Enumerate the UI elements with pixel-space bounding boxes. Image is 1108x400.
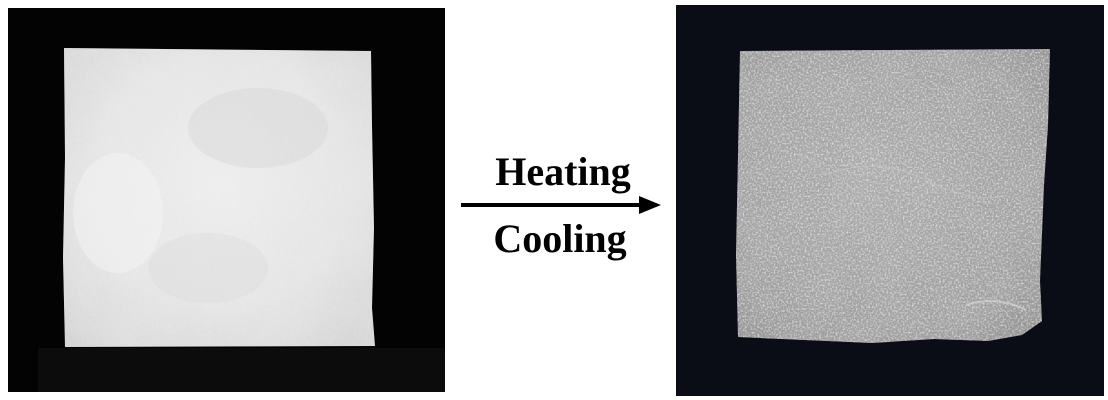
- cooling-label: Cooling: [493, 216, 627, 261]
- sample-after-photo: [676, 5, 1104, 396]
- heating-label: Heating: [495, 149, 631, 194]
- right-arrow-icon: [461, 196, 661, 214]
- sample-before-photo: [8, 8, 445, 392]
- sample-after-image: [676, 5, 1104, 396]
- sample-before-image: [8, 8, 445, 392]
